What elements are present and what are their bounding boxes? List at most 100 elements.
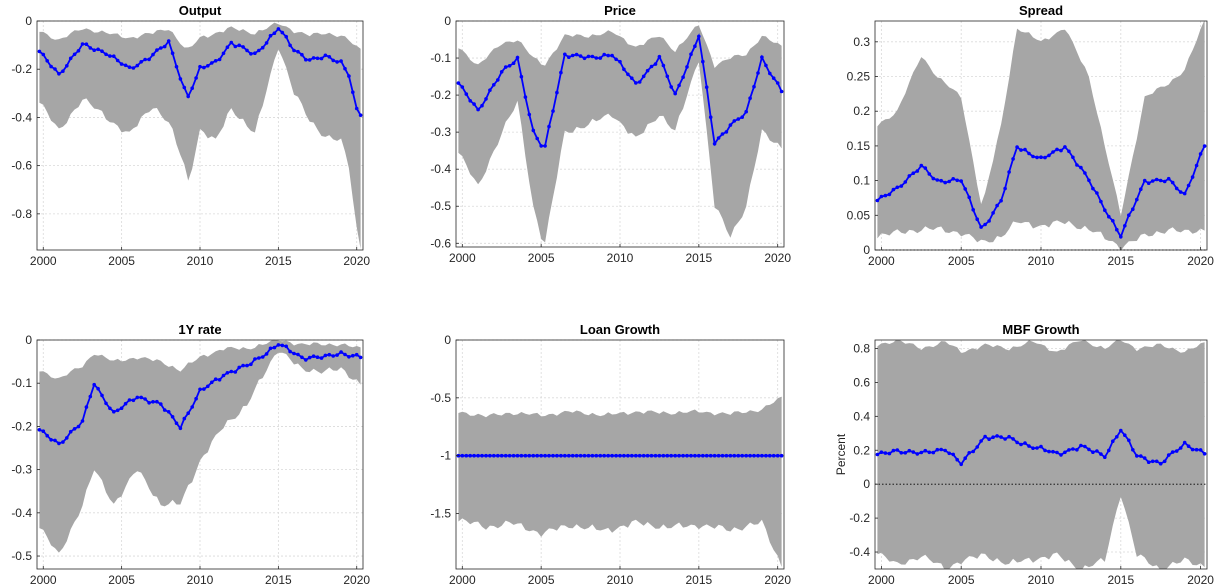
median-point [147,401,151,405]
panel-6: 2000 2005 2010 2015 2020 0.8 0.6 0.4 0.2 0 -0.2 -0.… [834,322,1214,587]
median-point [967,195,971,200]
x-tick-label: 2005 [528,573,555,587]
median-point [641,74,646,79]
median-point [1182,440,1187,445]
y-tick-label: -0.3 [11,463,32,477]
y-tick-label: -0.4 [849,545,870,559]
y-tick-label: -0.5 [11,549,32,563]
median-point [1135,454,1139,458]
median-point [241,363,245,368]
median-point [673,91,677,96]
median-point [484,453,488,458]
median-point [41,429,46,434]
median-point [923,448,928,453]
median-point [315,355,320,360]
median-point [1146,460,1151,465]
median-point [701,453,705,458]
median-point [752,84,756,89]
median-point [740,115,744,119]
median-point [178,77,183,81]
median-point [1107,448,1111,453]
median-point [499,70,504,74]
median-point [194,396,198,401]
x-tick-label: 2015 [1107,573,1134,587]
median-point [1198,152,1203,156]
y-tick-label: 0.4 [853,409,870,423]
median-point [174,64,179,69]
median-point [1182,191,1187,196]
median-point [351,353,355,358]
median-point [1083,171,1087,175]
median-point [756,453,760,458]
median-point [1019,442,1023,447]
median-point [511,453,516,458]
median-point [515,55,520,60]
median-point [37,49,42,54]
median-point [598,453,603,458]
median-point [653,62,658,66]
median-point [100,393,104,398]
median-point [748,453,752,458]
median-point [752,453,756,458]
median-point [257,356,261,360]
x-tick-label: 2010 [187,573,214,587]
median-point [563,453,567,458]
y-tick-label: 0 [444,14,451,28]
median-point [963,187,967,191]
median-point [1154,459,1159,464]
median-point [578,453,583,458]
median-point [1071,447,1075,451]
median-point [253,51,257,55]
median-point [72,52,77,57]
median-point [202,65,206,70]
median-point [1150,179,1155,183]
median-point [1170,450,1175,454]
panel-title: Output [179,3,222,18]
median-point [347,74,351,78]
median-point [590,54,595,59]
x-tick-label: 2020 [343,254,370,268]
median-point [634,81,638,85]
x-tick-label: 2010 [607,251,634,265]
median-point [590,453,595,458]
median-point [915,452,920,456]
median-point [127,398,132,402]
median-point [507,453,512,458]
median-point [519,453,524,458]
median-point [206,64,210,68]
median-point [311,56,316,60]
median-point [1095,449,1099,453]
median-point [1047,449,1051,454]
x-tick-label: 2020 [1187,254,1214,268]
median-point [245,363,249,368]
median-point [574,52,579,57]
median-point [1015,145,1019,149]
median-point [1051,449,1055,454]
median-point [657,453,662,458]
median-point [661,63,666,68]
median-point [492,83,496,87]
median-point [358,113,363,117]
median-point [472,102,476,106]
median-point [665,74,670,79]
median-point [527,112,532,117]
median-point [343,66,347,71]
median-point [1127,213,1131,217]
median-point [147,57,151,62]
median-point [178,426,183,431]
median-point [732,119,737,123]
median-point [1059,148,1063,153]
median-point [143,57,147,62]
median-point [563,52,567,57]
median-point [135,395,140,400]
median-point [464,92,469,96]
panel-title: Loan Growth [580,322,660,337]
median-point [162,44,167,49]
median-point [582,56,587,61]
median-point [1162,179,1167,184]
median-point [1063,450,1067,455]
median-point [1142,456,1147,460]
x-tick-label: 2005 [948,254,975,268]
median-point [503,453,508,458]
median-point [1067,448,1071,452]
